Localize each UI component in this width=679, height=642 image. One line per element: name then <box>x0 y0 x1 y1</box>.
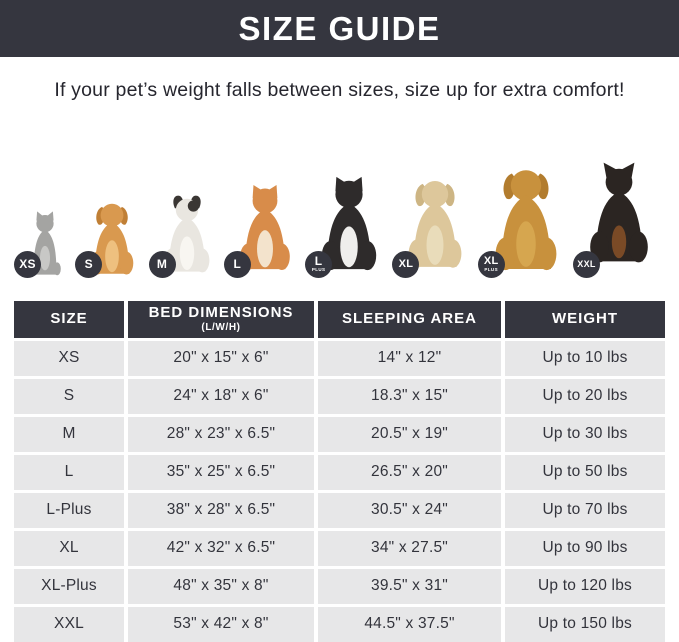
column-header-size: SIZE <box>14 300 124 338</box>
cell-bed-dimensions: 24" x 18" x 6" <box>128 378 314 414</box>
cell-bed-dimensions: 48" x 35" x 8" <box>128 568 314 604</box>
cell-weight: Up to 10 lbs <box>505 340 665 376</box>
size-badge-l: L <box>223 250 251 278</box>
size-badge-xl: XL <box>392 250 420 278</box>
cell-bed-dimensions: 28" x 23" x 6.5" <box>128 416 314 452</box>
cell-weight: Up to 120 lbs <box>505 568 665 604</box>
dog-silhouette-icon <box>495 169 557 270</box>
size-badge-xxl: XXL <box>572 250 600 278</box>
animal-shiba-inu-image: L <box>223 179 296 278</box>
size-guide-banner: SIZE GUIDE <box>0 0 679 57</box>
column-header-bed-dimensions: BED DIMENSIONS (L/W/H) <box>128 300 314 338</box>
animal-golden-retriever-image: XL PLUS <box>477 160 564 278</box>
size-badge-xl-plus: XL PLUS <box>477 250 505 278</box>
cell-size: M <box>14 416 124 452</box>
animal-labrador-image: XL <box>392 169 468 278</box>
cell-sleeping-area: 44.5" x 37.5" <box>318 606 501 642</box>
cell-sleeping-area: 18.3" x 15" <box>318 378 501 414</box>
cell-sleeping-area: 30.5" x 24" <box>318 492 501 528</box>
size-badge-m: M <box>148 250 176 278</box>
cell-sleeping-area: 34" x 27.5" <box>318 530 501 566</box>
cell-weight: Up to 30 lbs <box>505 416 665 452</box>
sizing-advice-text: If your pet’s weight falls between sizes… <box>54 79 625 101</box>
column-header-weight: WEIGHT <box>505 300 665 338</box>
cell-bed-dimensions: 20" x 15" x 6" <box>128 340 314 376</box>
page-title: SIZE GUIDE <box>238 9 441 47</box>
cell-size: XS <box>14 340 124 376</box>
cell-weight: Up to 90 lbs <box>505 530 665 566</box>
cell-weight: Up to 50 lbs <box>505 454 665 490</box>
cell-bed-dimensions: 38" x 28" x 6.5" <box>128 492 314 528</box>
animal-border-collie-image: L PLUS <box>305 171 383 278</box>
cell-size: L <box>14 454 124 490</box>
cell-bed-dimensions: 42" x 32" x 6.5" <box>128 530 314 566</box>
cell-bed-dimensions: 35" x 25" x 6.5" <box>128 454 314 490</box>
cell-sleeping-area: 20.5" x 19" <box>318 416 501 452</box>
animal-french-bulldog-image: M <box>148 192 215 278</box>
bed-dimensions-subheader: (L/W/H) <box>201 321 241 333</box>
cell-size: XL-Plus <box>14 568 124 604</box>
cell-size: XXL <box>14 606 124 642</box>
cell-sleeping-area: 39.5" x 31" <box>318 568 501 604</box>
column-header-sleeping-area: SLEEPING AREA <box>318 300 501 338</box>
cell-weight: Up to 70 lbs <box>505 492 665 528</box>
size-badge-s: S <box>75 250 103 278</box>
cell-bed-dimensions: 53" x 42" x 8" <box>128 606 314 642</box>
size-guide-table: SIZE BED DIMENSIONS (L/W/H) SLEEPING ARE… <box>14 300 665 642</box>
cell-weight: Up to 20 lbs <box>505 378 665 414</box>
cell-sleeping-area: 14" x 12" <box>318 340 501 376</box>
dog-silhouette-icon <box>409 180 462 268</box>
cell-size: S <box>14 378 124 414</box>
size-badge-l-plus: L PLUS <box>305 250 333 278</box>
cell-size: L-Plus <box>14 492 124 528</box>
cell-sleeping-area: 26.5" x 20" <box>318 454 501 490</box>
cell-size: XL <box>14 530 124 566</box>
pet-size-lineup: XS S M <box>0 122 679 278</box>
animal-cat-image: XS <box>14 210 66 278</box>
size-badge-xs: XS <box>14 250 41 278</box>
animal-doberman-image: XXL <box>572 150 655 278</box>
animal-pomeranian-image: S <box>75 200 139 278</box>
cell-weight: Up to 150 lbs <box>505 606 665 642</box>
